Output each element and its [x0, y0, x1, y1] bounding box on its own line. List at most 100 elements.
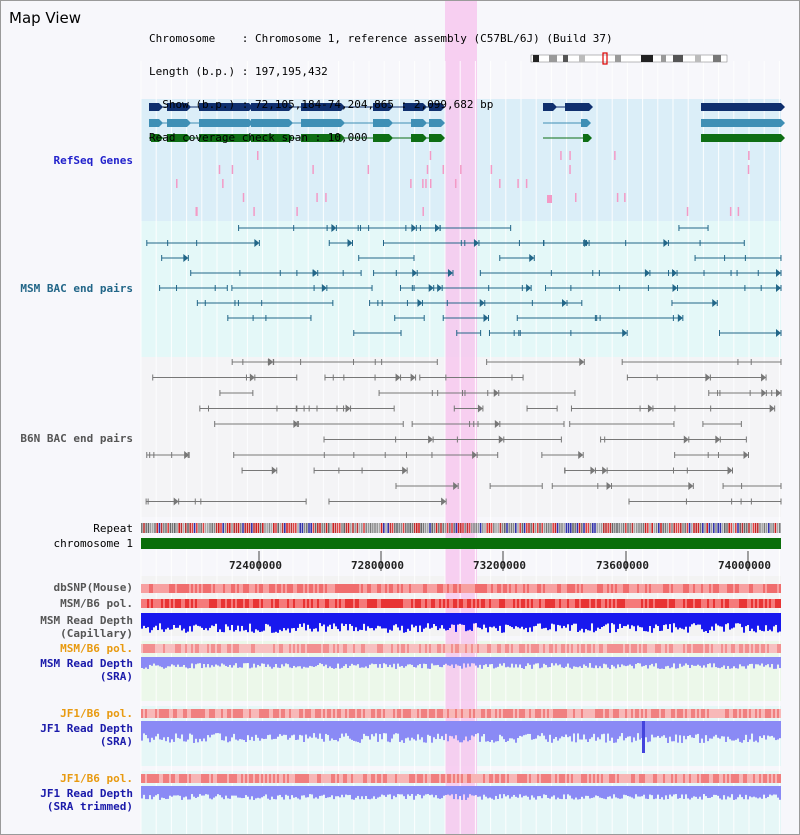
polymorphism-heat-cell	[505, 599, 507, 608]
read-depth-bar	[617, 721, 619, 739]
polymorphism-heat-cell	[767, 709, 769, 718]
polymorphism-heat-cell	[511, 584, 513, 593]
read-depth-bar	[511, 721, 513, 739]
polymorphism-heat-cell	[197, 599, 199, 608]
polymorphism-heat-cell	[671, 584, 673, 593]
refseq-minor-mark	[737, 207, 740, 216]
polymorphism-heat-cell	[521, 644, 523, 653]
repeat-mark	[380, 523, 383, 533]
read-depth-bar	[601, 786, 603, 799]
read-depth-bar	[381, 613, 383, 629]
polymorphism-heat-cell	[627, 709, 629, 718]
polymorphism-heat-cell	[389, 584, 391, 593]
repeat-mark	[607, 523, 609, 533]
read-depth-bar	[169, 657, 171, 667]
read-depth-bar	[175, 786, 177, 796]
polymorphism-heat-cell	[371, 644, 373, 653]
polymorphism-heat-cell	[217, 709, 219, 718]
polymorphism-heat-cell	[287, 644, 289, 653]
polymorphism-heat-cell	[671, 709, 673, 718]
read-depth-bar	[253, 786, 255, 800]
read-depth-bar	[765, 613, 767, 626]
read-depth-bar	[567, 613, 569, 625]
read-depth-bar	[735, 613, 737, 624]
polymorphism-heat-cell	[343, 774, 345, 783]
sra-trimmed-sublabel: (SRA trimmed)	[46, 800, 133, 813]
read-depth-bar	[475, 721, 477, 735]
repeat-mark	[497, 523, 499, 533]
gene-strand-arrow	[389, 134, 393, 142]
refseq-minor-mark	[231, 165, 234, 174]
polymorphism-heat-cell	[389, 644, 391, 653]
repeat-mark	[218, 523, 220, 533]
read-depth-bar	[677, 657, 679, 669]
polymorphism-heat-cell	[231, 709, 233, 718]
read-depth-bar	[503, 613, 505, 633]
polymorphism-heat-cell	[353, 709, 355, 718]
polymorphism-heat-cell	[379, 584, 381, 593]
read-depth-bar	[571, 786, 573, 799]
read-depth-bar	[341, 786, 343, 795]
read-depth-bar	[445, 613, 447, 631]
b6n-bac-end-pairs-label[interactable]: B6N BAC end pairs	[20, 432, 133, 445]
read-depth-bar	[279, 657, 281, 668]
polymorphism-heat-cell	[637, 584, 639, 593]
repeat-mark	[473, 523, 475, 533]
polymorphism-heat-cell	[505, 644, 507, 653]
read-depth-bar	[731, 613, 733, 629]
polymorphism-heat-cell	[373, 584, 375, 593]
read-depth-bar	[779, 786, 781, 800]
polymorphism-heat-cell	[493, 584, 495, 593]
polymorphism-heat-cell	[159, 584, 161, 593]
msm-bac-end-pairs-label[interactable]: MSM BAC end pairs	[20, 282, 133, 295]
repeat-mark	[649, 523, 651, 533]
read-depth-bar	[383, 613, 385, 629]
read-depth-bar	[167, 657, 169, 667]
gene-strand-arrow	[159, 103, 163, 111]
polymorphism-heat-cell	[255, 644, 257, 653]
read-depth-bar	[729, 613, 731, 630]
polymorphism-heat-cell	[305, 709, 307, 718]
read-depth-bar	[385, 613, 387, 629]
read-depth-bar	[451, 786, 453, 795]
polymorphism-heat-cell	[145, 644, 147, 653]
polymorphism-heat-cell	[297, 584, 299, 593]
refseq-genes-label[interactable]: RefSeq Genes	[53, 154, 133, 167]
bac-end-arrow	[417, 299, 423, 307]
read-depth-bar	[411, 657, 413, 665]
polymorphism-heat-cell	[489, 774, 491, 783]
polymorphism-heat-cell	[533, 599, 535, 608]
polymorphism-heat-cell	[719, 644, 721, 653]
read-depth-bar	[555, 613, 557, 632]
polymorphism-heat-cell	[501, 774, 503, 783]
polymorphism-heat-cell	[735, 599, 737, 608]
polymorphism-heat-cell	[737, 709, 739, 718]
read-depth-bar	[701, 721, 703, 739]
polymorphism-heat-cell	[579, 774, 581, 783]
read-depth-bar	[159, 786, 161, 800]
read-depth-bar	[397, 613, 399, 628]
read-depth-bar	[615, 657, 617, 669]
polymorphism-heat-cell	[579, 709, 581, 718]
ideogram-band	[579, 55, 585, 62]
bac-end-arrow	[526, 284, 532, 292]
polymorphism-heat-cell	[367, 709, 369, 718]
read-depth-bar	[729, 721, 731, 740]
repeat-mark	[442, 523, 444, 533]
polymorphism-heat-cell	[343, 584, 345, 593]
read-depth-bar	[663, 721, 665, 736]
polymorphism-heat-cell	[359, 709, 361, 718]
polymorphism-heat-cell	[765, 644, 767, 653]
polymorphism-heat-cell	[561, 774, 563, 783]
polymorphism-heat-cell	[223, 644, 225, 653]
repeat-mark	[636, 523, 638, 533]
polymorphism-heat-cell	[371, 709, 373, 718]
polymorphism-heat-cell	[211, 599, 213, 608]
polymorphism-heat-cell	[699, 774, 701, 783]
polymorphism-heat-cell	[721, 709, 723, 718]
polymorphism-heat-cell	[343, 644, 345, 653]
read-depth-bar	[371, 786, 373, 799]
read-depth-bar	[355, 657, 357, 666]
polymorphism-heat-cell	[249, 599, 251, 608]
